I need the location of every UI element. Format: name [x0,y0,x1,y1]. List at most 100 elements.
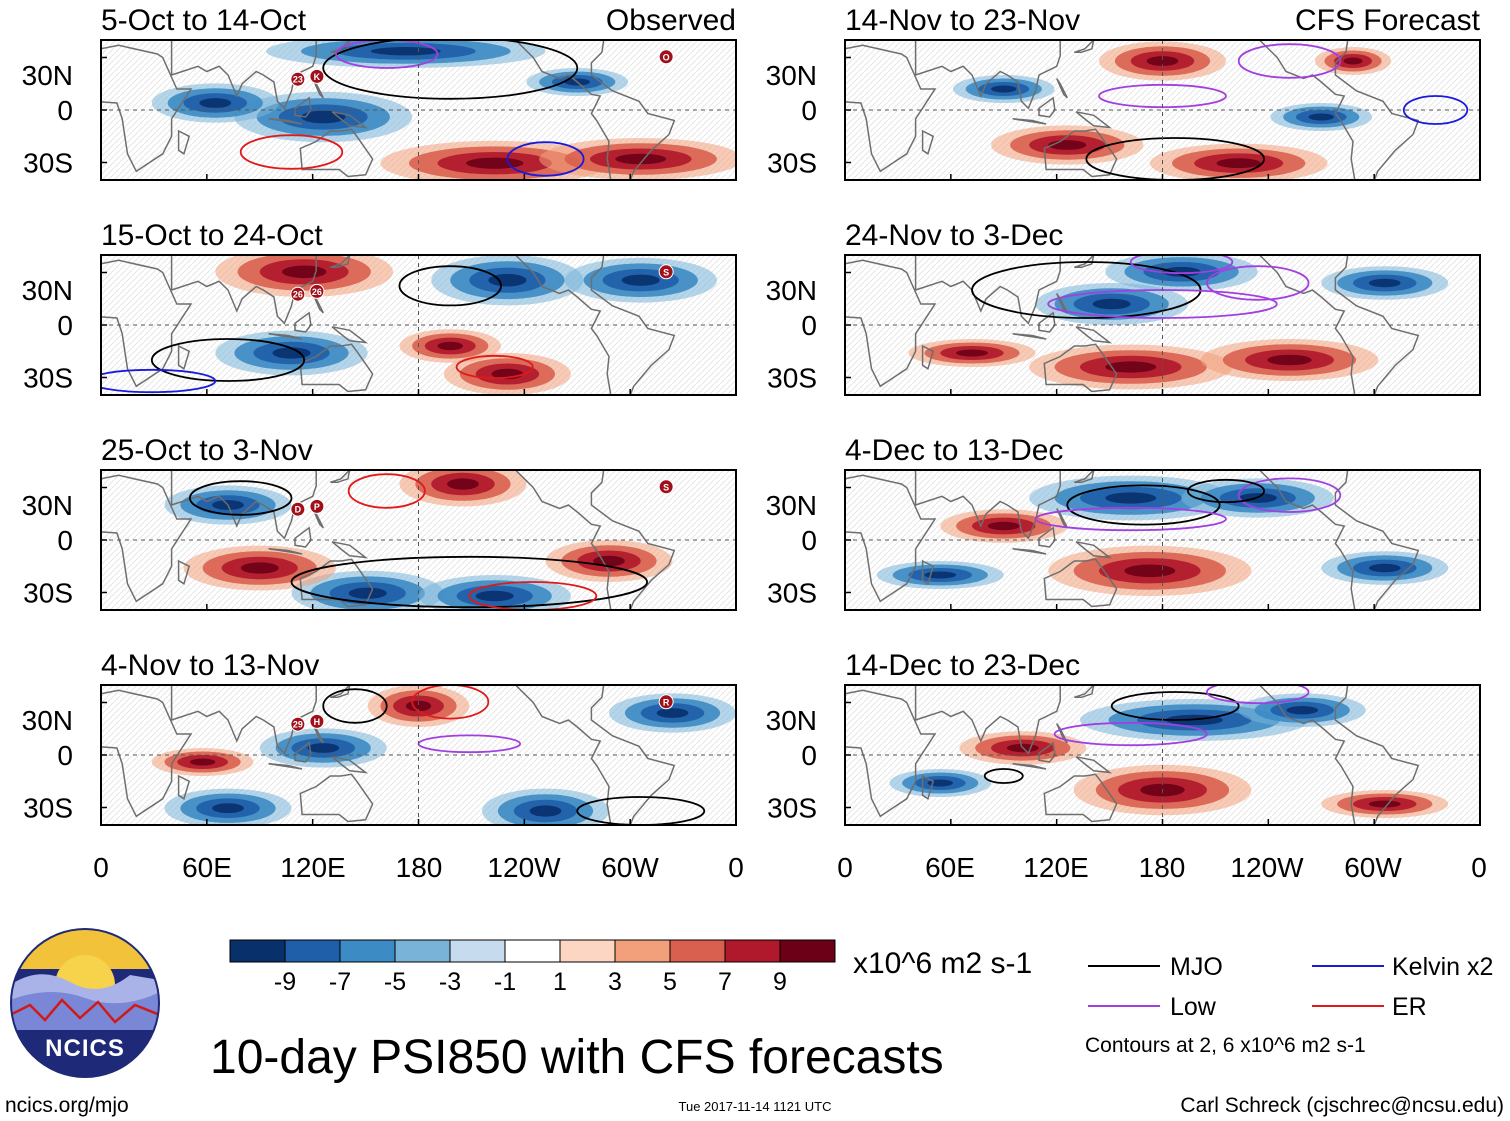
contour-line [1129,255,1234,275]
x-axis-left: 0 60E 120E 180 120W 60W 0 [93,852,744,883]
x-tick-label: 60W [601,852,659,883]
storm-marker: 26 [290,286,306,302]
storm-label: 26 [293,290,303,300]
coastline [294,526,312,548]
coastline [1056,293,1068,314]
legend-label-mjo: MJO [1170,953,1223,981]
storm-label: 23 [293,75,303,85]
positive-anomaly [189,758,216,766]
contour-line [322,688,388,724]
colorbar: -9 -7 -5 -3 -1 1 3 5 7 9 [229,939,836,996]
positive-anomaly [956,349,988,357]
colorbar-swatch [284,939,341,963]
negative-anomaly [529,805,562,817]
positive-anomaly [281,265,327,279]
coastline [268,548,303,555]
footer-credit: Carl Schreck (cjschrec@ncsu.edu) [1180,1094,1504,1117]
coastline [1043,773,1118,823]
panel-title: 15-Oct to 24-Oct [101,219,323,252]
coastline [177,344,191,370]
colorbar-swatch [449,939,506,963]
contour-line [411,685,490,720]
colorbar-swatch [724,939,781,963]
panel: 23 K O 5-Oct to 14-Oct 30N 0 30S [22,4,737,181]
contour-line [983,768,1024,784]
panel: 26 26 S 15-Oct to 24-Oct 30N 0 30S [22,219,737,396]
positive-anomaly [1124,564,1176,578]
y-tick-label: 0 [57,95,73,126]
coastline [299,558,374,608]
coastline [1074,470,1095,484]
colorbar-swatch [339,939,396,963]
coastline [845,44,937,173]
storm-marker: K [309,68,325,84]
coastline [294,311,312,333]
storm-label: S [663,482,669,492]
positive-anomaly [1267,354,1312,366]
colorbar-tick-label: -9 [274,968,296,996]
negative-anomaly [621,274,660,286]
y-tick-label: 0 [801,740,817,771]
coastline [331,326,369,344]
legend-label-low: Low [1170,993,1217,1021]
coastline [845,474,937,603]
negative-anomaly [1286,706,1319,715]
coastline [921,344,935,370]
x-tick-label: 60E [182,852,232,883]
y-tick-label: 30S [767,148,817,179]
coastline [1038,526,1056,548]
contour-line [347,473,426,509]
coastline [294,96,312,118]
panel-title: 25-Oct to 3-Nov [101,434,313,467]
coastline [331,541,369,559]
coastline [1258,255,1420,395]
negative-anomaly [656,708,689,718]
y-tick-label: 30N [22,60,73,91]
negative-anomaly [1368,563,1401,573]
coastline [1075,111,1113,129]
coastline [514,255,676,395]
negative-anomaly [1368,278,1401,288]
negative-anomaly [199,98,232,108]
y-tick-label: 30S [23,793,73,824]
contour-line [335,40,439,69]
footer-url[interactable]: ncics.org/mjo [5,1094,129,1117]
colorbar-swatch [614,939,671,963]
colorbar-swatch [229,939,286,963]
y-tick-label: 0 [801,310,817,341]
panel: D P S 25-Oct to 3-Nov 30N 0 30S [22,434,737,611]
coastline [1012,548,1047,555]
coastline [1074,40,1095,54]
contour-line [398,265,502,307]
negative-anomaly [1162,266,1201,277]
storm-label: 29 [293,720,303,730]
column-label-observed: Observed [606,4,736,37]
y-tick-label: 30S [767,578,817,609]
contour-line [1237,477,1342,513]
panel-title: 5-Oct to 14-Oct [101,4,307,37]
coastline [268,333,303,340]
negative-anomaly [370,47,441,56]
legend: MJO Kelvin x2 Low ER Contours at 2, 6 x1… [1085,953,1493,1057]
coastline [914,40,1061,110]
coastline [1075,756,1113,774]
positive-anomaly [1216,158,1261,169]
coastline [170,685,317,755]
negative-anomaly [1105,492,1157,504]
coastline [914,685,1061,755]
x-tick-label: 0 [728,852,744,883]
contour-line [188,480,293,516]
panel-title: 14-Dec to 23-Dec [845,649,1080,682]
positive-anomaly [1368,800,1401,808]
colorbar-tick-label: 7 [718,968,732,996]
coastline [1012,118,1047,125]
x-tick-label: 120W [487,852,561,883]
colorbar-tick-label: 1 [553,968,567,996]
negative-anomaly [1092,298,1131,310]
x-tick-label: 60W [1344,852,1402,883]
x-tick-label: 0 [93,852,109,883]
negative-anomaly [272,347,311,359]
coastline [1075,541,1113,559]
x-tick-label: 120E [1023,852,1088,883]
